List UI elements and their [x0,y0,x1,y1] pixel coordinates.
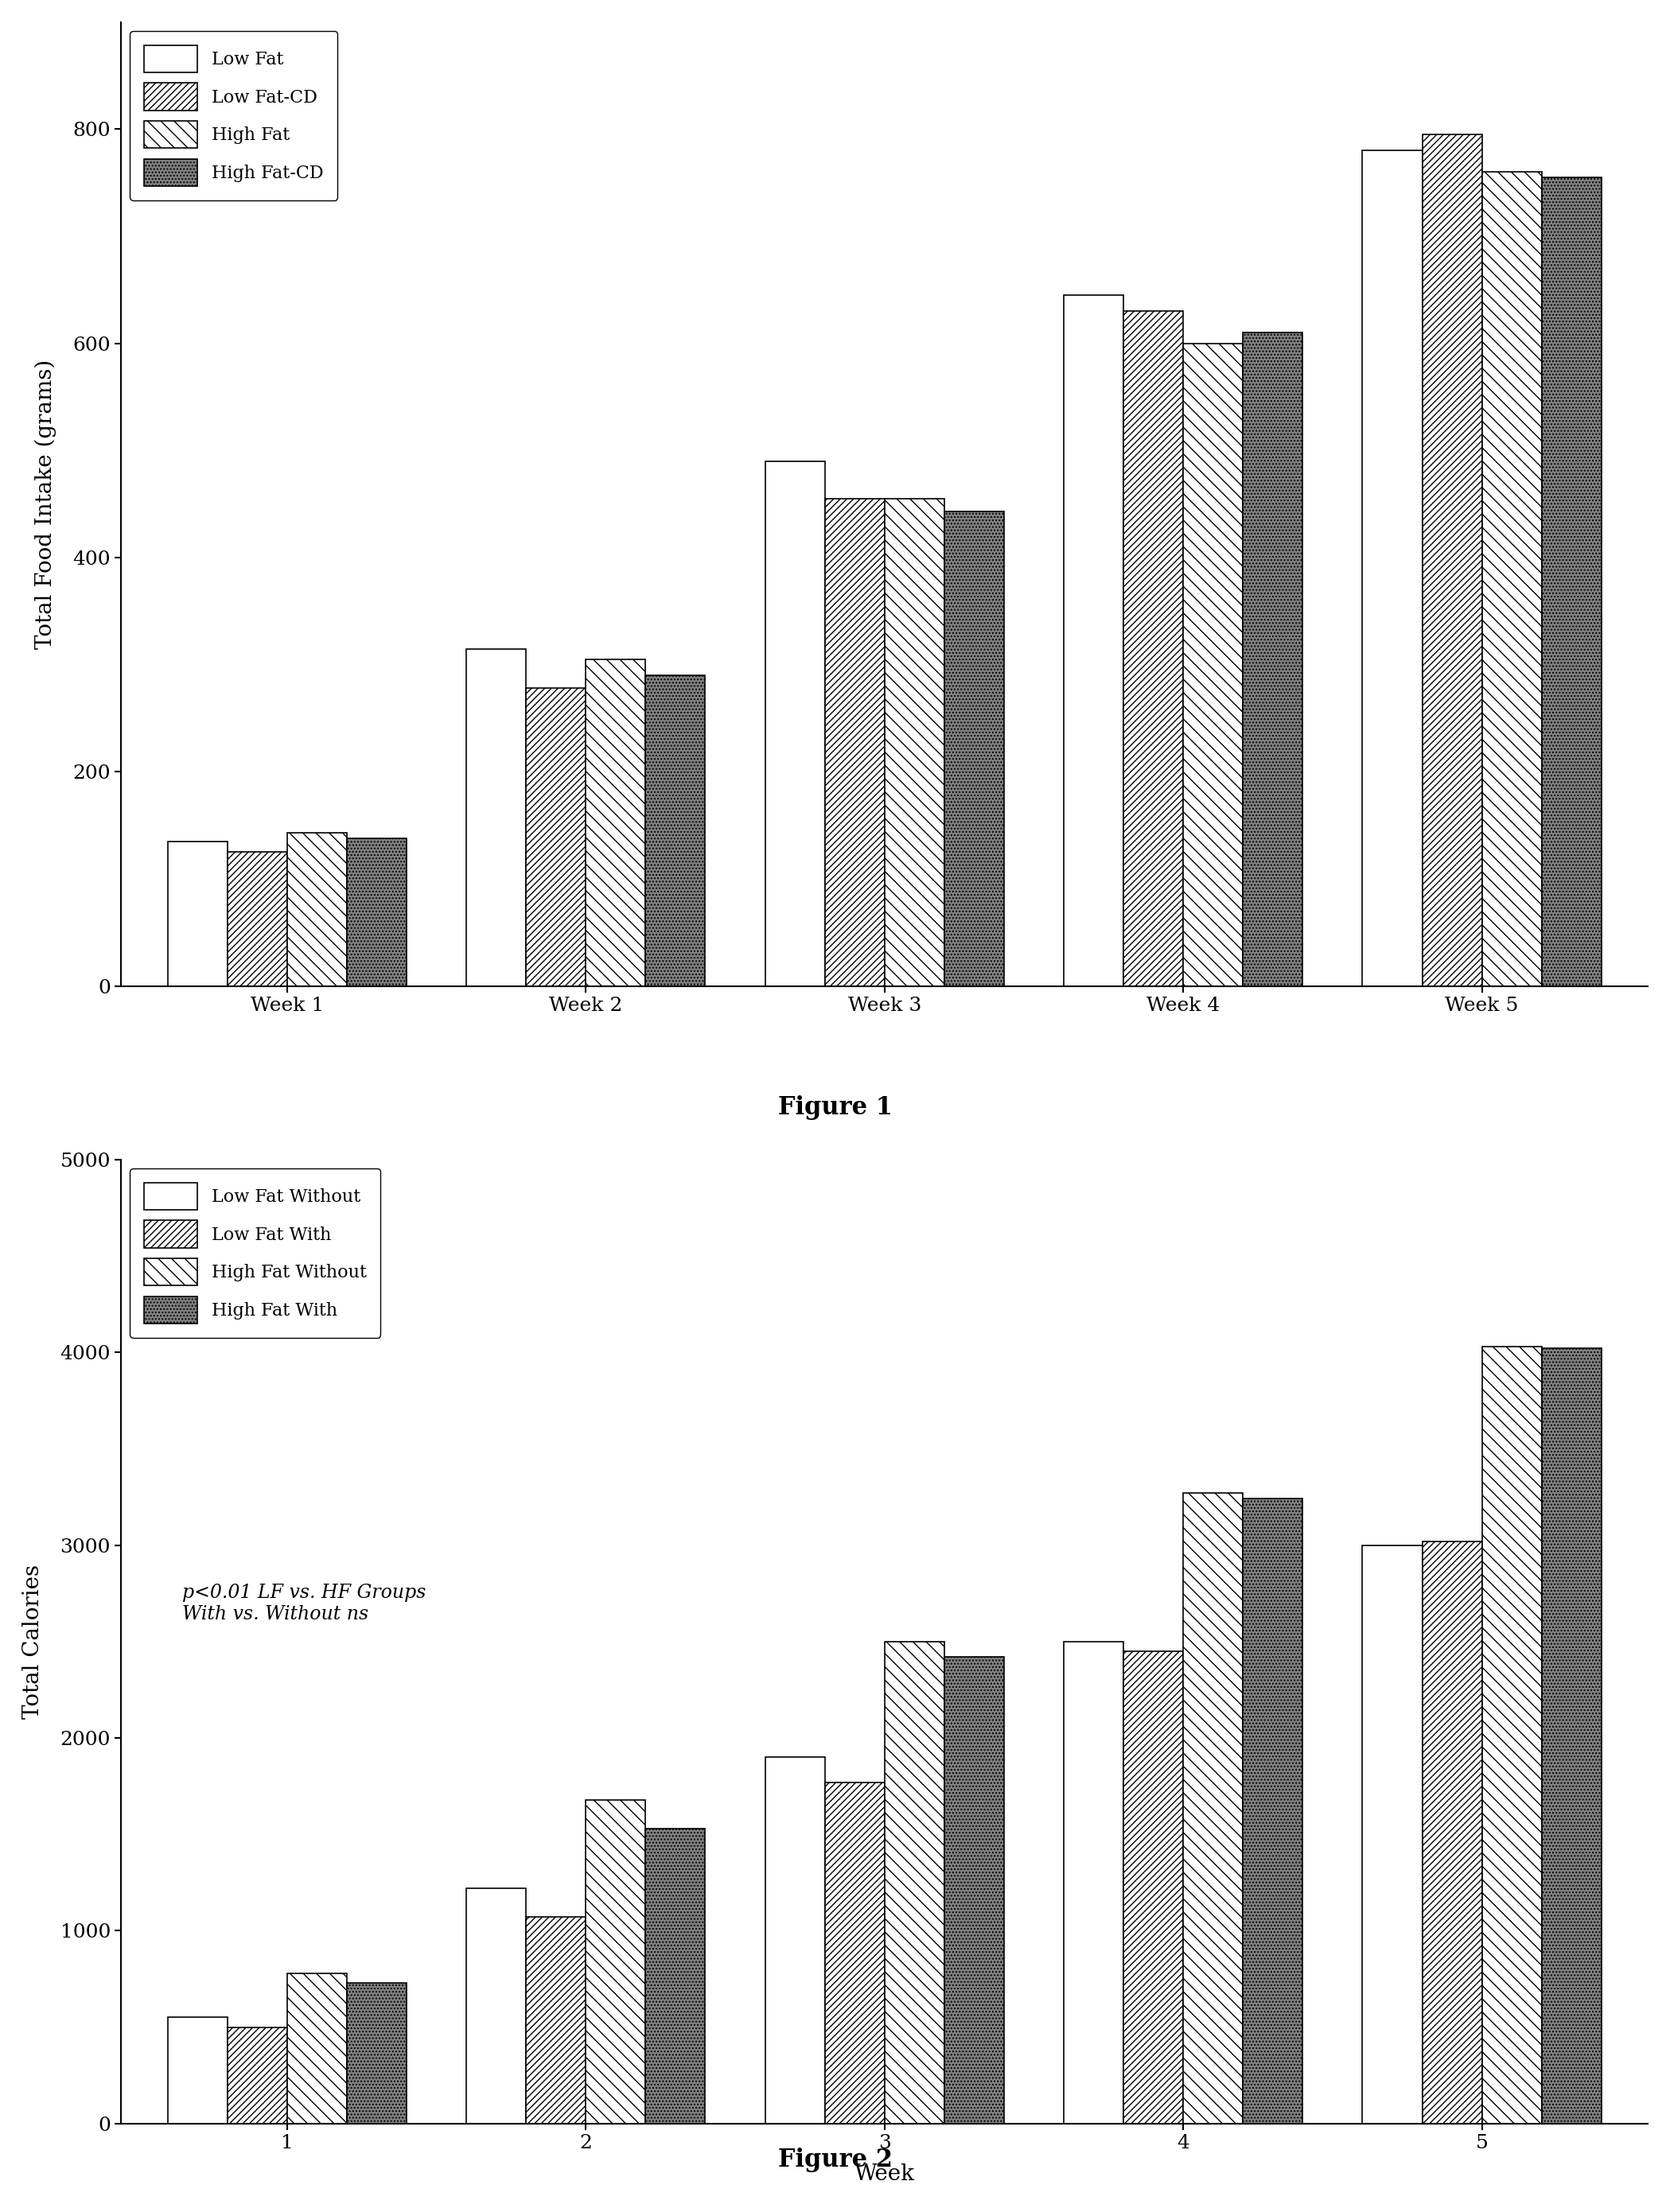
Bar [646,1829,705,2124]
Bar [1481,173,1541,987]
Bar [765,1756,825,2124]
Bar [347,838,406,987]
Bar [885,498,944,987]
Bar [1423,135,1481,987]
Bar [287,1973,347,2124]
Bar [167,841,227,987]
Bar [227,852,287,987]
Bar [526,1918,586,2124]
Bar [825,1783,885,2124]
Bar [347,1982,406,2124]
Bar [1363,1546,1423,2124]
Text: p<0.01 LF vs. HF Groups
With vs. Without ns: p<0.01 LF vs. HF Groups With vs. Without… [182,1584,426,1624]
Y-axis label: Total Calories: Total Calories [22,1564,43,1719]
Bar [646,675,705,987]
Bar [227,2026,287,2124]
Bar [1184,343,1242,987]
Bar [526,688,586,987]
Bar [1242,332,1303,987]
Legend: Low Fat, Low Fat-CD, High Fat, High Fat-CD: Low Fat, Low Fat-CD, High Fat, High Fat-… [130,31,337,201]
Bar [825,498,885,987]
Bar [944,511,1004,987]
Text: Figure 1: Figure 1 [778,1095,892,1119]
Bar [1242,1500,1303,2124]
Bar [1363,150,1423,987]
Text: Figure 2: Figure 2 [778,2148,892,2172]
Bar [586,659,646,987]
Bar [466,648,526,987]
Bar [1541,1349,1602,2124]
Bar [1064,294,1124,987]
Bar [466,1889,526,2124]
Y-axis label: Total Food Intake (grams): Total Food Intake (grams) [35,358,57,648]
Bar [885,1641,944,2124]
Bar [287,834,347,987]
Bar [1064,1641,1124,2124]
Bar [1423,1542,1481,2124]
Bar [944,1657,1004,2124]
Bar [167,2017,227,2124]
Bar [765,462,825,987]
Legend: Low Fat Without, Low Fat With, High Fat Without, High Fat With: Low Fat Without, Low Fat With, High Fat … [130,1168,381,1338]
Bar [1541,177,1602,987]
Bar [1184,1493,1242,2124]
X-axis label: Week: Week [855,2163,915,2185]
Bar [586,1801,646,2124]
Bar [1124,312,1184,987]
Bar [1124,1650,1184,2124]
Bar [1481,1347,1541,2124]
